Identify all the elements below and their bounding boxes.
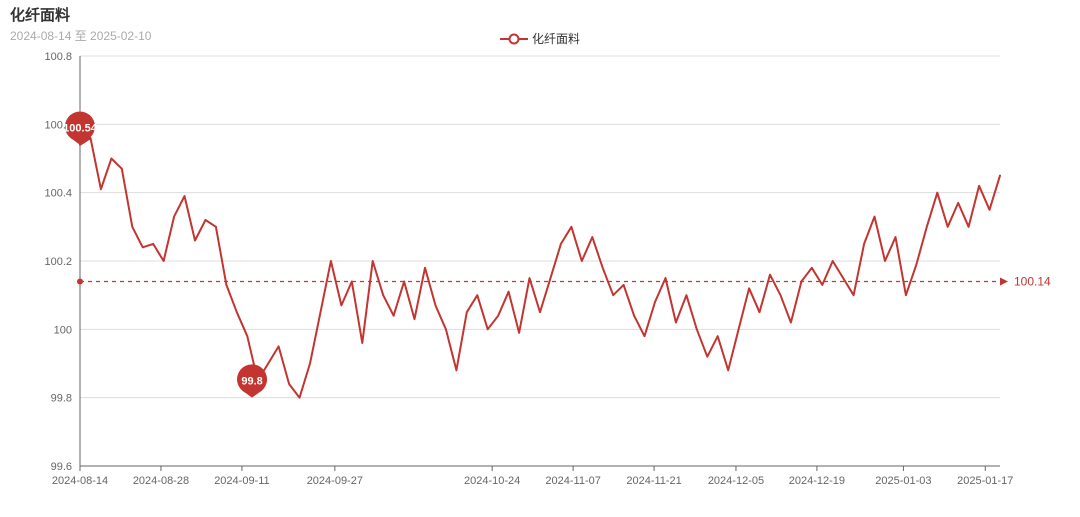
svg-text:2024-08-28: 2024-08-28 (133, 475, 189, 487)
svg-text:100.2: 100.2 (44, 256, 72, 268)
legend[interactable]: 化纤面料 (500, 30, 580, 47)
svg-text:2025-01-17: 2025-01-17 (957, 475, 1013, 487)
svg-text:100: 100 (54, 324, 72, 336)
svg-text:2024-12-05: 2024-12-05 (708, 475, 764, 487)
legend-marker-icon (500, 32, 528, 46)
svg-text:100.14: 100.14 (1014, 275, 1051, 289)
svg-text:99.8: 99.8 (241, 375, 262, 387)
svg-text:2025-01-03: 2025-01-03 (875, 475, 931, 487)
svg-text:2024-09-27: 2024-09-27 (307, 475, 363, 487)
svg-text:100.4: 100.4 (44, 188, 72, 200)
svg-text:2024-12-19: 2024-12-19 (789, 475, 845, 487)
svg-text:2024-09-11: 2024-09-11 (214, 475, 269, 487)
legend-label: 化纤面料 (532, 30, 580, 47)
chart-title: 化纤面料 (10, 4, 1080, 25)
svg-text:100.54: 100.54 (63, 123, 98, 135)
chart-svg: 99.699.8100100.2100.4100.6100.82024-08-1… (10, 46, 1070, 506)
svg-text:2024-11-07: 2024-11-07 (545, 475, 600, 487)
svg-text:2024-08-14: 2024-08-14 (52, 475, 108, 487)
svg-text:2024-10-24: 2024-10-24 (464, 475, 520, 487)
svg-text:99.8: 99.8 (51, 393, 72, 405)
plot-area: 99.699.8100100.2100.4100.6100.82024-08-1… (10, 46, 1070, 506)
chart-container: 化纤面料 2024-08-14 至 2025-02-10 化纤面料 99.699… (0, 0, 1080, 517)
svg-text:99.6: 99.6 (51, 461, 72, 473)
svg-text:2024-11-21: 2024-11-21 (626, 475, 681, 487)
svg-text:100.8: 100.8 (44, 51, 72, 63)
